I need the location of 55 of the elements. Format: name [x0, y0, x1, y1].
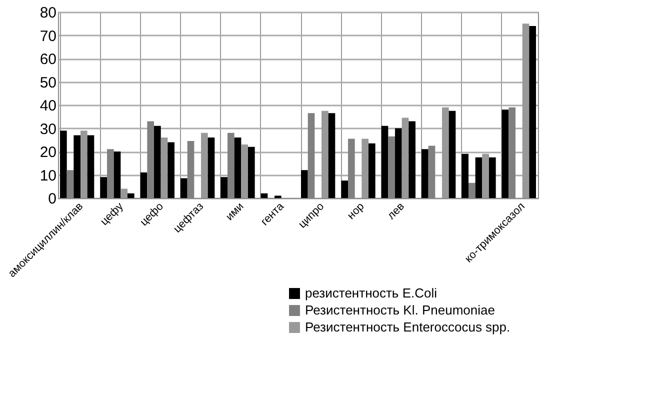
bar	[114, 152, 121, 198]
bar	[488, 157, 496, 198]
bar	[341, 180, 348, 198]
bar	[168, 142, 174, 198]
bar	[522, 24, 530, 198]
y-tick-label: 10	[40, 167, 56, 184]
bar	[160, 138, 168, 198]
y-tick-label: 70	[40, 28, 56, 45]
bar	[368, 143, 376, 198]
bar	[408, 121, 416, 198]
bar	[200, 132, 208, 198]
bar	[301, 170, 308, 198]
bar	[220, 177, 228, 198]
bar	[529, 26, 536, 198]
y-tick-label: 40	[40, 98, 56, 114]
legend-label: Резистентность Kl. Pneumoniae	[305, 302, 495, 318]
bar	[362, 138, 368, 198]
x-tick-label: нор	[345, 200, 367, 222]
bar	[127, 193, 134, 198]
bar	[234, 138, 242, 198]
bar	[80, 130, 88, 198]
bar	[502, 110, 509, 198]
bar	[74, 135, 80, 198]
bar	[462, 154, 469, 198]
bar	[442, 107, 449, 198]
legend-label: Резистентность Enteroccocus spp.	[305, 320, 510, 334]
y-tick-label: 20	[40, 144, 56, 161]
bar	[448, 110, 456, 198]
bar	[180, 178, 188, 198]
bar	[260, 193, 268, 198]
bar	[248, 146, 255, 198]
y-tick-label: 50	[40, 74, 56, 92]
x-tick-label: лев	[385, 200, 408, 222]
y-tick-label: 80	[40, 4, 56, 22]
bar	[241, 144, 248, 198]
bar	[120, 188, 128, 198]
legend-label: резистентность E.Coli	[305, 286, 438, 300]
bar	[381, 126, 388, 198]
x-tick-label: ими	[224, 200, 246, 224]
bar	[395, 128, 402, 198]
bar	[154, 126, 161, 198]
bar	[208, 138, 215, 198]
bar	[140, 172, 148, 198]
y-tick-label: 30	[40, 120, 56, 138]
bar	[422, 149, 428, 198]
bar	[60, 130, 67, 198]
bar	[87, 135, 94, 198]
y-tick-label: 60	[40, 51, 56, 68]
bar	[475, 157, 482, 198]
bar	[328, 113, 336, 198]
bar	[482, 154, 489, 198]
bar	[100, 177, 108, 198]
bar	[402, 118, 409, 198]
bar	[322, 110, 328, 198]
y-tick-label: 0	[48, 190, 56, 208]
